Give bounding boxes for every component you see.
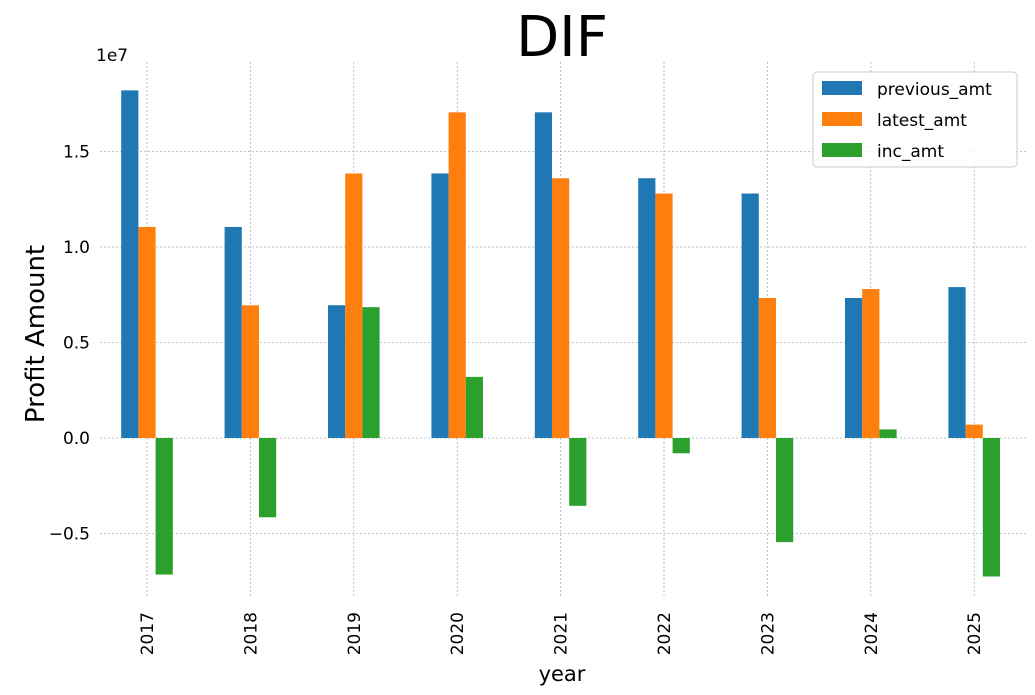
y-scale-label: 1e7 (96, 46, 128, 66)
legend-label-latest_amt: latest_amt (877, 111, 967, 131)
bar-previous_amt-2023 (741, 193, 759, 438)
axis-ticks: −0.5 0.0 0.5 1.0 1.5 2017 2018 2019 2020 2021 2022… (49, 143, 985, 656)
x-tick-label: 2025 (965, 612, 985, 655)
legend-swatch-previous_amt (822, 81, 862, 95)
bar-previous_amt-2017 (121, 90, 139, 438)
bar-inc_amt-2018 (259, 438, 277, 518)
bar-latest_amt-2017 (138, 226, 156, 438)
bar-previous_amt-2022 (638, 178, 656, 439)
x-tick-label: 2019 (345, 612, 365, 655)
bar-previous_amt-2019 (328, 305, 346, 438)
legend-swatch-latest_amt (822, 112, 862, 126)
y-tick-label: 0.5 (63, 334, 90, 354)
y-tick-label: 1.5 (63, 143, 90, 163)
bar-previous_amt-2025 (948, 287, 966, 438)
bar-inc_amt-2019 (362, 307, 380, 438)
legend: previous_amt latest_amt inc_amt (812, 71, 1018, 168)
bar-inc_amt-2022 (672, 438, 690, 454)
x-axis-label: year (539, 662, 586, 686)
x-tick-label: 2017 (138, 612, 158, 655)
bar-inc_amt-2024 (879, 429, 897, 438)
bar-latest_amt-2025 (965, 424, 983, 438)
x-tick-label: 2024 (862, 612, 882, 655)
bars (121, 90, 1000, 577)
x-tick-label: 2018 (241, 612, 261, 655)
x-tick-label: 2020 (448, 612, 468, 655)
bar-inc_amt-2025 (982, 438, 1000, 577)
legend-box (812, 71, 1018, 168)
bar-latest_amt-2018 (241, 305, 259, 438)
bar-previous_amt-2024 (845, 297, 863, 438)
y-tick-label: 0.0 (63, 429, 90, 449)
bar-inc_amt-2021 (569, 438, 587, 506)
bar-latest_amt-2019 (345, 173, 363, 438)
legend-label-inc_amt: inc_amt (877, 142, 944, 162)
bar-inc_amt-2023 (776, 438, 794, 543)
x-tick-label: 2022 (655, 612, 675, 655)
bar-previous_amt-2021 (534, 112, 552, 438)
bar-latest_amt-2022 (655, 193, 673, 438)
bar-latest_amt-2023 (758, 297, 776, 438)
bar-previous_amt-2020 (431, 173, 449, 438)
bar-latest_amt-2020 (448, 112, 466, 438)
y-axis-label: Profit Amount (21, 245, 51, 423)
bar-previous_amt-2018 (224, 226, 242, 438)
bar-latest_amt-2021 (552, 178, 570, 439)
bar-inc_amt-2020 (465, 376, 483, 438)
chart-title: DIF (516, 5, 608, 70)
y-tick-label: 1.0 (63, 238, 90, 258)
legend-label-previous_amt: previous_amt (877, 80, 992, 100)
bar-latest_amt-2024 (862, 289, 880, 438)
x-tick-label: 2023 (758, 612, 778, 655)
bar-inc_amt-2017 (155, 438, 173, 575)
legend-swatch-inc_amt (822, 143, 862, 157)
x-tick-label: 2021 (552, 612, 572, 655)
y-tick-label: −0.5 (49, 525, 90, 545)
